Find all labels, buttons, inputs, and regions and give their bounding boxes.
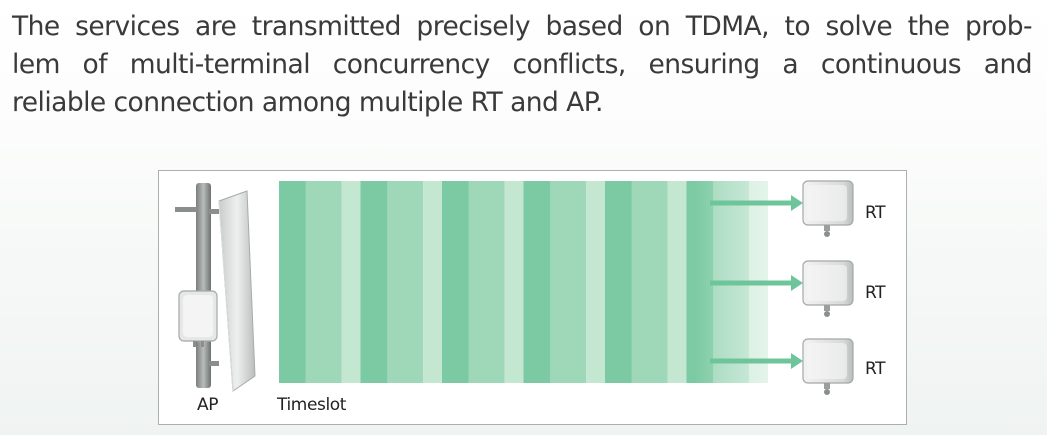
arrow-head — [791, 353, 803, 369]
timeslot-band — [279, 181, 768, 383]
remote-terminal-icon — [802, 338, 854, 395]
intro-line: The services are transmitted precisely b… — [12, 11, 1033, 42]
remote-terminal-icon — [802, 180, 854, 237]
timeslot-group — [360, 181, 442, 383]
timeslot-label: Timeslot — [277, 395, 347, 415]
arrow-head — [791, 195, 803, 211]
rt-label: RT — [865, 359, 886, 379]
access-point-icon — [175, 183, 256, 392]
rt-label: RT — [865, 283, 886, 303]
intro-line: reliable connection among multiple RT an… — [12, 87, 603, 118]
intro-line: lem of multi-terminal concurrency confli… — [12, 49, 1033, 80]
timeslot-group — [605, 181, 687, 383]
remote-terminal-icon — [802, 260, 854, 317]
timeslot-group — [279, 181, 361, 383]
terminal-group — [802, 180, 854, 395]
tdma-diagram: AP Timeslot RT RT RT — [158, 170, 907, 425]
rt-label: RT — [865, 203, 886, 223]
ap-label: AP — [197, 395, 219, 415]
timeslot-group — [523, 181, 605, 383]
arrow-head — [791, 275, 803, 291]
transmission-arrows — [710, 195, 803, 369]
intro-text: The services are transmitted precisely b… — [12, 8, 1033, 122]
tdma-diagram-graphic — [175, 180, 854, 395]
timeslot-group — [442, 181, 524, 383]
